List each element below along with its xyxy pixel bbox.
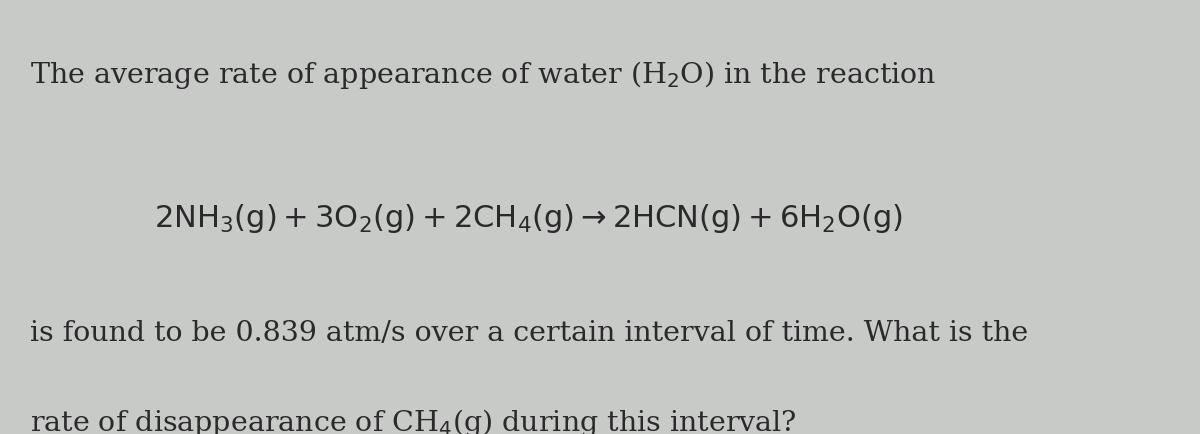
Text: is found to be 0.839 atm/s over a certain interval of time. What is the: is found to be 0.839 atm/s over a certai… [30, 319, 1028, 346]
Text: The average rate of appearance of water (H$_2$O) in the reaction: The average rate of appearance of water … [30, 59, 936, 91]
Text: rate of disappearance of CH$_4$(g) during this interval?: rate of disappearance of CH$_4$(g) durin… [30, 406, 797, 434]
Text: $2\mathrm{NH_3(g) + 3O_2(g) + 2CH_4(g) \rightarrow 2HCN(g) + 6H_2O(g)}$: $2\mathrm{NH_3(g) + 3O_2(g) + 2CH_4(g) \… [154, 202, 902, 235]
